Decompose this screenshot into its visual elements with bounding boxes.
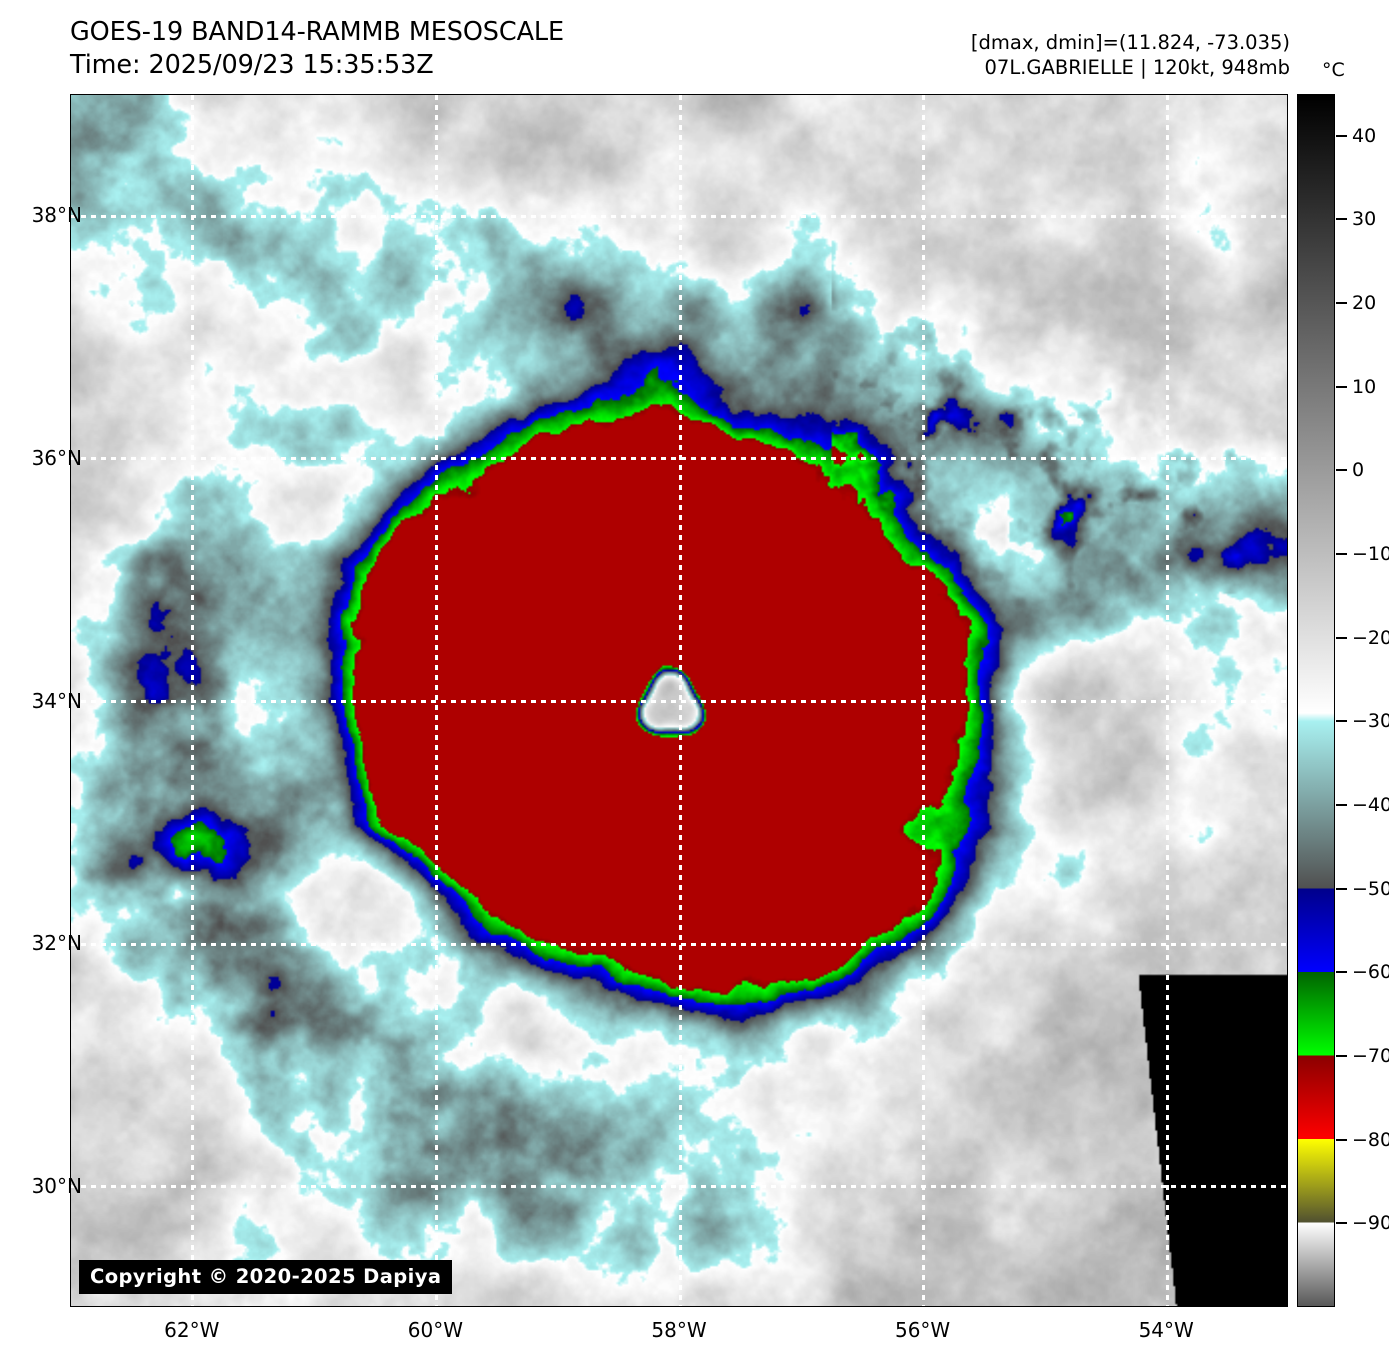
lon-tick-label: 58°W	[651, 1318, 707, 1342]
colorbar-tick-mark	[1336, 134, 1347, 137]
colorbar-tick-label: 20	[1352, 292, 1377, 315]
colorbar-tick-mark	[1336, 469, 1347, 472]
lon-tick-label: 54°W	[1138, 1318, 1194, 1342]
colorbar-tick-label: −10	[1352, 543, 1389, 566]
colorbar-tick-label: −30	[1352, 710, 1389, 733]
lat-tick-label: 36°N	[31, 445, 82, 470]
colorbar-gradient	[1298, 95, 1334, 1306]
colorbar-tick-label: −20	[1352, 626, 1389, 649]
lon-tick-label: 56°W	[894, 1318, 951, 1342]
colorbar-tick-mark	[1336, 1138, 1347, 1141]
colorbar-tick-mark	[1336, 804, 1347, 807]
metadata-block: [dmax, dmin]=(11.824, -73.035) 07L.GABRI…	[971, 30, 1290, 81]
colorbar-tick-mark	[1336, 218, 1347, 221]
lat-tick-label: 34°N	[31, 688, 82, 713]
colorbar-tick-label: −80	[1352, 1128, 1389, 1151]
satellite-map[interactable]: Copyright © 2020-2025 Dapiya	[70, 94, 1288, 1307]
copyright-notice: Copyright © 2020-2025 Dapiya	[79, 1260, 453, 1294]
lon-tick-label: 62°W	[164, 1318, 220, 1342]
colorbar-tick-label: −60	[1352, 961, 1389, 984]
colorbar-tick-mark	[1336, 302, 1347, 305]
colorbar-tick-mark	[1336, 887, 1347, 890]
colorbar-tick-mark	[1336, 1222, 1347, 1225]
colorbar-tick-label: 30	[1352, 208, 1377, 231]
colorbar-unit-label: °C	[1322, 59, 1345, 81]
colorbar-tick-mark	[1336, 720, 1347, 723]
colorbar-tick-label: −40	[1352, 794, 1389, 817]
colorbar-tick-mark	[1336, 553, 1347, 556]
colorbar-tick-label: −90	[1352, 1212, 1389, 1235]
storm-info: 07L.GABRIELLE | 120kt, 948mb	[984, 56, 1291, 80]
lon-tick-label: 60°W	[407, 1318, 464, 1342]
colorbar-tick-mark	[1336, 385, 1347, 388]
colorbar-tick-label: 0	[1352, 459, 1365, 482]
colorbar-tick-label: −70	[1352, 1045, 1389, 1068]
timestamp: Time: 2025/09/23 15:35:53Z	[70, 50, 434, 81]
lat-tick-label: 32°N	[31, 931, 82, 956]
page-title: GOES-19 BAND14-RAMMB MESOSCALE	[70, 17, 565, 47]
lat-tick-label: 38°N	[31, 203, 82, 228]
colorbar-tick-label: 10	[1352, 375, 1377, 398]
colorbar	[1297, 94, 1335, 1307]
lat-tick-label: 30°N	[31, 1173, 82, 1198]
colorbar-tick-mark	[1336, 971, 1347, 974]
colorbar-tick-mark	[1336, 636, 1347, 639]
title-block: GOES-19 BAND14-RAMMB MESOSCALE Time: 202…	[70, 16, 564, 82]
dmax-dmin-readout: [dmax, dmin]=(11.824, -73.035)	[970, 31, 1290, 54]
satellite-image	[71, 95, 1287, 1306]
colorbar-tick-label: 40	[1352, 124, 1377, 147]
colorbar-tick-mark	[1336, 1055, 1347, 1058]
colorbar-tick-label: −50	[1352, 877, 1389, 900]
